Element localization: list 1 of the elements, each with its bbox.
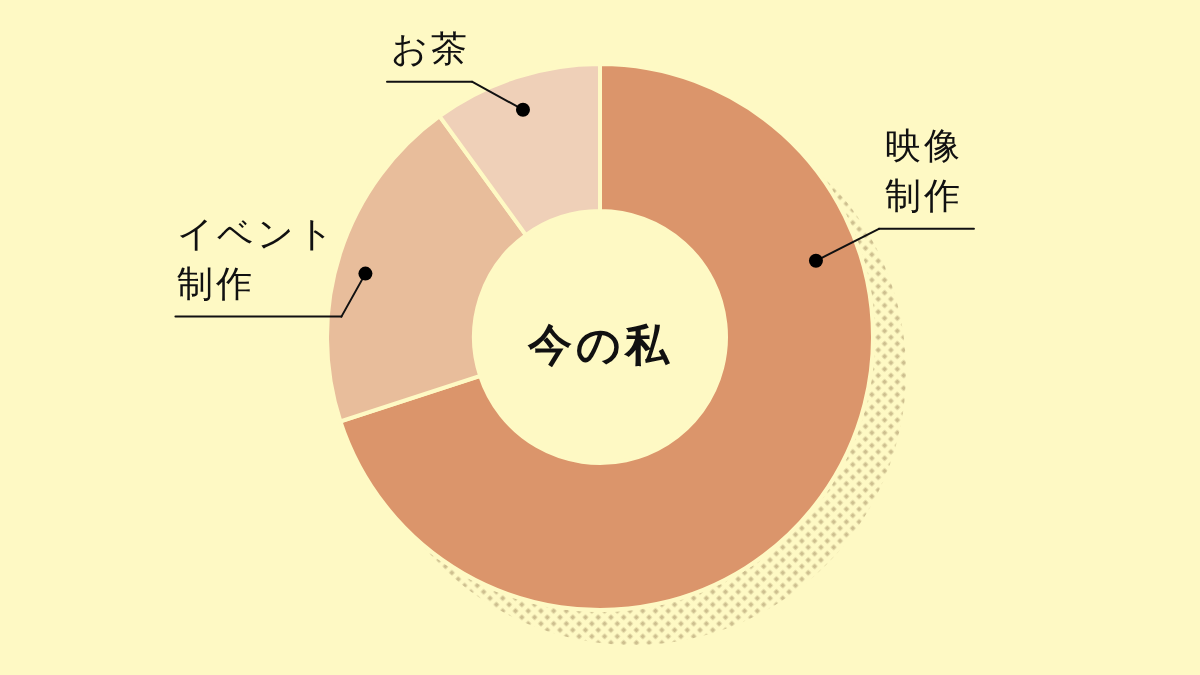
title: 今の私	[527, 318, 673, 371]
